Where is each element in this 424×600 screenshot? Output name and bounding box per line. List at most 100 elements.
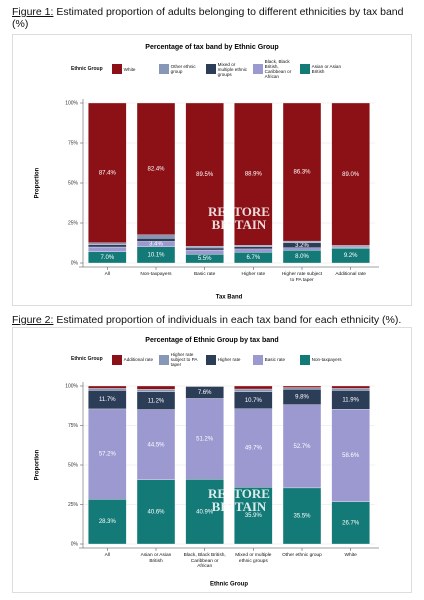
- data-label: 49.7%: [245, 446, 263, 452]
- bar-segment: [185, 398, 224, 480]
- data-label: 88.9%: [245, 172, 263, 178]
- watermark: RESTORE: [208, 486, 270, 501]
- bar-segment: [234, 408, 273, 488]
- chart-panel: Percentage of Ethnic Group by tax band 0%…: [12, 327, 412, 593]
- bar-segment: [136, 479, 176, 545]
- figure-caption: Figure 1: Estimated proportion of adults…: [12, 6, 412, 30]
- data-label: 8.0%: [295, 254, 309, 260]
- data-label: 44.5%: [147, 442, 165, 448]
- bar-segment: [282, 387, 322, 390]
- data-label: 57.2%: [99, 452, 117, 458]
- data-label: 10.1%: [147, 252, 165, 258]
- bar-segment: [234, 102, 273, 246]
- x-tick-label: Mixed or multiple ethnic groups: [235, 553, 272, 564]
- x-tick-label: Additional rate: [335, 272, 366, 277]
- x-tick-label: Higher rate: [241, 272, 266, 277]
- bar-segment: [282, 487, 322, 545]
- bar-segment: [88, 388, 127, 391]
- bar-segment: [88, 246, 127, 252]
- legend-swatch: [205, 64, 216, 74]
- bar-segment: [88, 408, 127, 500]
- bar-segment: [88, 242, 127, 245]
- data-label: 11.7%: [99, 397, 116, 403]
- bar-segment: [234, 487, 273, 545]
- bar-segment: [282, 404, 322, 489]
- x-axis-title: Tax Band: [216, 295, 243, 301]
- legend-item: Basic rate: [252, 354, 295, 365]
- legend: Ethnic Group White Other ethnic group Mixed…: [71, 59, 342, 79]
- data-label: 7.0%: [100, 255, 114, 261]
- legend-label: Mixed or multiple ethnic groups: [217, 61, 248, 77]
- bar-segment: [136, 238, 176, 242]
- legend-label: Black, Black British, Caribbean or Afric…: [264, 59, 292, 79]
- bar-segment: [185, 246, 224, 249]
- legend-swatch: [299, 64, 310, 74]
- data-label: 35.5%: [293, 514, 311, 520]
- legend-item: Other ethnic group: [158, 64, 201, 74]
- data-label: 11.9%: [342, 397, 359, 403]
- data-label: 9.2%: [344, 253, 358, 259]
- legend-swatch: [111, 64, 122, 74]
- y-axis-title: Proportion: [35, 167, 41, 198]
- bar-segment: [185, 249, 224, 255]
- data-label: 10.7%: [245, 398, 263, 404]
- bar-segment: [185, 102, 224, 247]
- legend-item: Additional rate: [111, 354, 154, 365]
- legend-item: White: [111, 64, 154, 74]
- bar-segment: [234, 248, 273, 253]
- data-label: 5.5%: [198, 256, 212, 262]
- chart-title: Percentage of tax band by Ethnic Group: [145, 44, 278, 51]
- y-tick-label: 25%: [68, 220, 79, 226]
- data-label: 28.3%: [99, 519, 117, 525]
- x-tick-label: Non-taxpayers: [140, 272, 172, 277]
- bar-segment: [282, 385, 322, 388]
- legend-label: Higher rate subject to PA taper: [170, 352, 198, 367]
- bar-segment: [185, 247, 224, 251]
- legend-title: Ethnic Group: [71, 356, 103, 362]
- x-tick-label: All: [104, 272, 110, 277]
- y-tick-label: 25%: [68, 502, 79, 508]
- legend-item: Higher rate subject to PA taper: [158, 352, 201, 367]
- data-label: 35.9%: [245, 513, 263, 519]
- watermark: RESTORE: [208, 204, 270, 219]
- y-tick-label: 75%: [68, 140, 79, 146]
- bar-segment: [282, 240, 322, 243]
- y-tick-label: 100%: [65, 100, 78, 106]
- bar-segment: [136, 385, 176, 390]
- x-tick-label: White: [344, 553, 357, 558]
- legend-title: Ethnic Group: [71, 65, 103, 72]
- caption-text: Estimated proportion of individuals in e…: [56, 314, 402, 326]
- bar-segment: [136, 102, 176, 235]
- bar-segment: [136, 389, 176, 392]
- bar-segment: [136, 234, 176, 239]
- legend-label: Asian or Asian British: [311, 64, 342, 74]
- legend-item: Non-taxpayers: [299, 354, 342, 365]
- bar-segment: [234, 245, 273, 247]
- legend-swatch: [158, 64, 169, 74]
- legend: Ethnic Group Additional rate Higher rate s…: [71, 352, 342, 367]
- x-tick-label: Higher rate subject to PA taper: [281, 272, 323, 283]
- data-label: 3.2%: [295, 243, 309, 249]
- legend-label: Higher rate: [217, 357, 241, 362]
- legend-item: Black, Black British, Caribbean or Afric…: [252, 59, 295, 79]
- bar-segment: [331, 102, 370, 246]
- bar-segment: [185, 479, 224, 545]
- bar-segment: [331, 246, 370, 249]
- data-label: 40.9%: [196, 509, 214, 515]
- legend-swatch: [158, 354, 169, 365]
- legend-swatch: [252, 64, 263, 74]
- bar-segment: [88, 385, 127, 389]
- figure-caption: Figure 2: Estimated proportion of indivi…: [12, 314, 412, 326]
- bar-segment: [234, 385, 273, 390]
- bar-segment: [88, 499, 127, 545]
- y-tick-label: 100%: [65, 383, 78, 389]
- data-label: 51.2%: [196, 437, 214, 443]
- data-label: 58.6%: [342, 453, 360, 459]
- data-label: 52.7%: [293, 444, 311, 450]
- bar-segment: [282, 102, 322, 242]
- legend-label: Other ethnic group: [170, 64, 196, 74]
- data-label: 9.8%: [295, 394, 309, 400]
- data-label: 11.2%: [148, 398, 165, 404]
- x-tick-label: Basic rate: [193, 272, 216, 277]
